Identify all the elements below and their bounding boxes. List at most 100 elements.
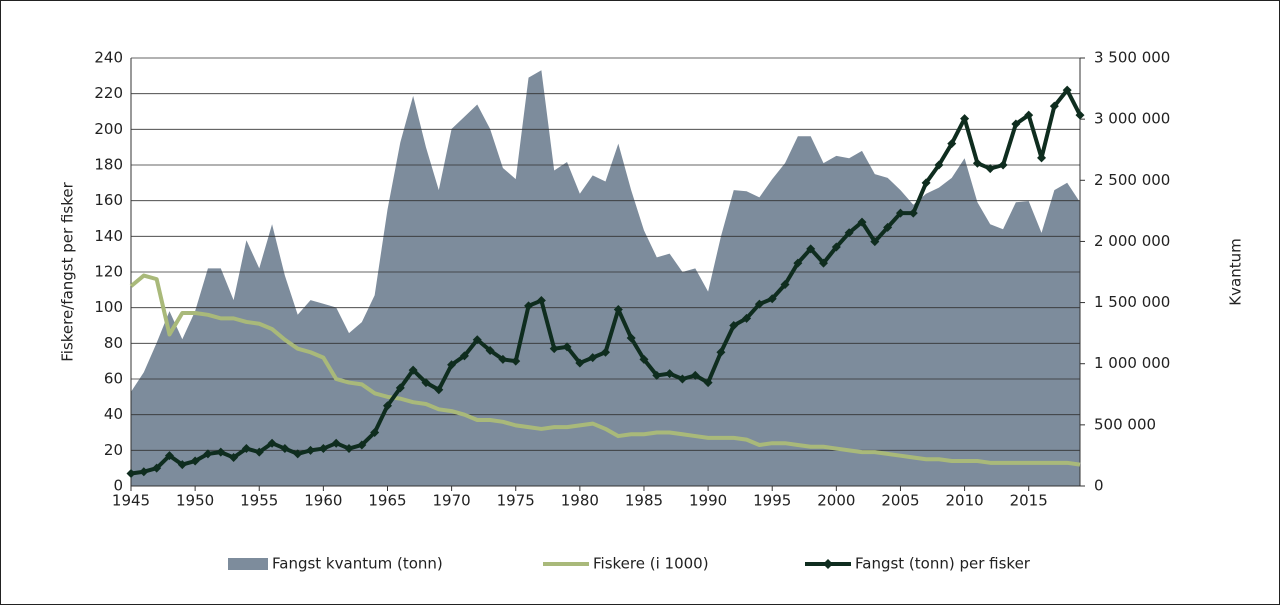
marker [382,401,392,411]
marker [665,369,675,379]
y2-axis-title: Kvantum [1227,238,1245,305]
y-tick-label: 220 [94,84,123,102]
marker [601,347,610,357]
marker [742,313,752,323]
marker [1062,85,1072,95]
marker [562,342,572,352]
marker [139,467,149,477]
marker [536,296,546,306]
x-tick-label: 2010 [945,492,983,510]
marker [549,344,559,354]
y-tick-label: 60 [104,370,123,388]
marker [934,160,944,170]
marker [485,345,495,355]
legend-marker [823,559,833,569]
marker [883,222,893,232]
x-tick-label: 1970 [433,492,471,510]
marker [947,139,957,149]
marker [267,438,277,448]
marker [870,237,880,247]
y-tick-label: 240 [94,49,123,67]
y2-tick-label: 500 000 [1094,415,1156,433]
marker [1024,110,1034,120]
marker [626,333,636,343]
x-tick-label: 2005 [881,492,919,510]
marker [447,360,457,370]
y-tick-label: 20 [104,441,123,459]
marker [459,351,469,361]
y2-tick-label: 0 [1094,477,1104,495]
legend-swatch [228,558,268,570]
x-tick-label: 1995 [753,492,791,510]
marker [280,444,290,454]
x-tick-label: 1980 [561,492,599,510]
y-tick-label: 140 [94,227,123,245]
marker [254,447,264,457]
x-tick-label: 2015 [1010,492,1048,510]
marker [126,469,136,479]
marker [1049,101,1059,111]
marker [331,438,341,448]
y-axis-title: Fiskere/fangst per fisker [59,181,77,361]
y2-tick-label: 3 500 000 [1094,49,1170,67]
marker [716,347,726,357]
marker [908,208,918,218]
marker [293,449,303,459]
marker [511,356,521,366]
y2-tick-label: 1 500 000 [1094,293,1170,311]
marker [498,354,508,364]
x-tick-label: 1990 [689,492,727,510]
marker [780,279,790,289]
marker [729,321,739,330]
marker [998,160,1008,170]
legend-label: Fiskere (i 1000) [593,555,709,573]
marker [229,452,239,462]
x-tick-label: 1965 [368,492,406,510]
marker [408,365,418,375]
marker [819,258,829,268]
x-tick-label: 1950 [176,492,214,510]
marker [588,353,598,363]
marker [575,358,585,368]
legend-label: Fangst (tonn) per fisker [855,555,1031,573]
marker [972,158,982,168]
marker [690,370,700,380]
marker [1075,110,1085,120]
x-tick-label: 1945 [112,492,150,510]
marker [921,178,931,188]
marker [216,447,226,457]
marker [895,208,905,218]
marker [190,456,200,466]
y-tick-label: 200 [94,120,123,138]
x-tick-label: 1985 [625,492,663,510]
marker [177,460,187,470]
x-tick-label: 1975 [497,492,535,510]
marker [395,383,405,393]
marker [960,114,970,124]
marker [472,335,482,345]
marker [524,301,534,311]
area [131,70,1080,486]
x-tick-label: 1960 [304,492,342,510]
legend-label: Fangst kvantum (tonn) [272,555,443,573]
marker [1011,119,1021,129]
marker [370,428,380,437]
y-tick-label: 120 [94,263,123,281]
x-tick-label: 2000 [817,492,855,510]
x-tick-label: 1955 [240,492,278,510]
marker [844,228,854,238]
marker [703,378,713,388]
marker [203,449,213,459]
marker [613,304,623,314]
y-tick-label: 40 [104,405,123,423]
y-tick-label: 180 [94,156,123,174]
marker [421,378,431,388]
y-tick-label: 100 [94,298,123,316]
y-tick-label: 80 [104,334,123,352]
marker [344,444,354,454]
marker [164,451,174,461]
marker [639,354,649,364]
marker [677,374,687,384]
marker [152,463,162,473]
